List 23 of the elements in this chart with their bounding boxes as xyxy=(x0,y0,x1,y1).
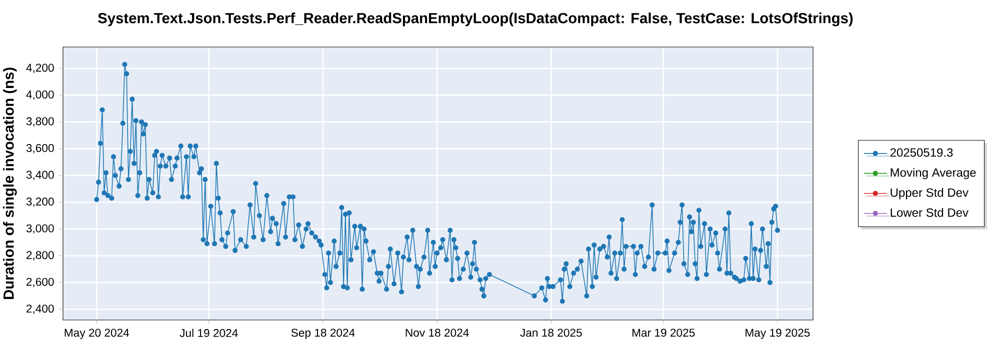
legend-label: Upper Std Dev xyxy=(890,188,968,200)
y-axis-title: Duration of single invocation (ns) xyxy=(3,68,17,300)
y-tick-label: 3,200 xyxy=(26,198,54,207)
x-tick-label: Sep 18 2024 xyxy=(291,328,355,339)
x-tick-label: Jul 19 2024 xyxy=(180,328,238,338)
x-tick-label: Mar 19 2025 xyxy=(632,328,695,337)
y-tick-label: 3,800 xyxy=(26,117,54,127)
y-tick-label: 2,400 xyxy=(26,304,54,314)
legend-label: Lower Std Dev xyxy=(890,208,968,217)
y-tick-label: 3,400 xyxy=(26,170,54,180)
y-tick-label: 3,000 xyxy=(26,224,54,234)
y-tick-label: 4,200 xyxy=(26,64,54,74)
y-tick-label: 3,600 xyxy=(26,144,54,154)
x-tick-label: Nov 18 2024 xyxy=(406,328,469,337)
y-tick-label: 2,800 xyxy=(26,251,54,260)
legend-label: 20250519.3 xyxy=(890,148,953,157)
y-tick-label: 2,600 xyxy=(26,278,54,288)
chart-title: System.Text.Json.Tests.Perf_Reader.ReadSpanEmptyLoop(IsDataCompact: False, TestCase: LotsOfStrings) xyxy=(98,12,853,26)
x-tick-label: Jan 18 2025 xyxy=(520,328,582,337)
x-tick-label: May 19 2025 xyxy=(746,328,810,339)
x-tick-label: May 20 2024 xyxy=(64,328,130,339)
y-tick-label: 4,000 xyxy=(26,90,54,100)
legend-label: Moving Average xyxy=(890,168,976,180)
